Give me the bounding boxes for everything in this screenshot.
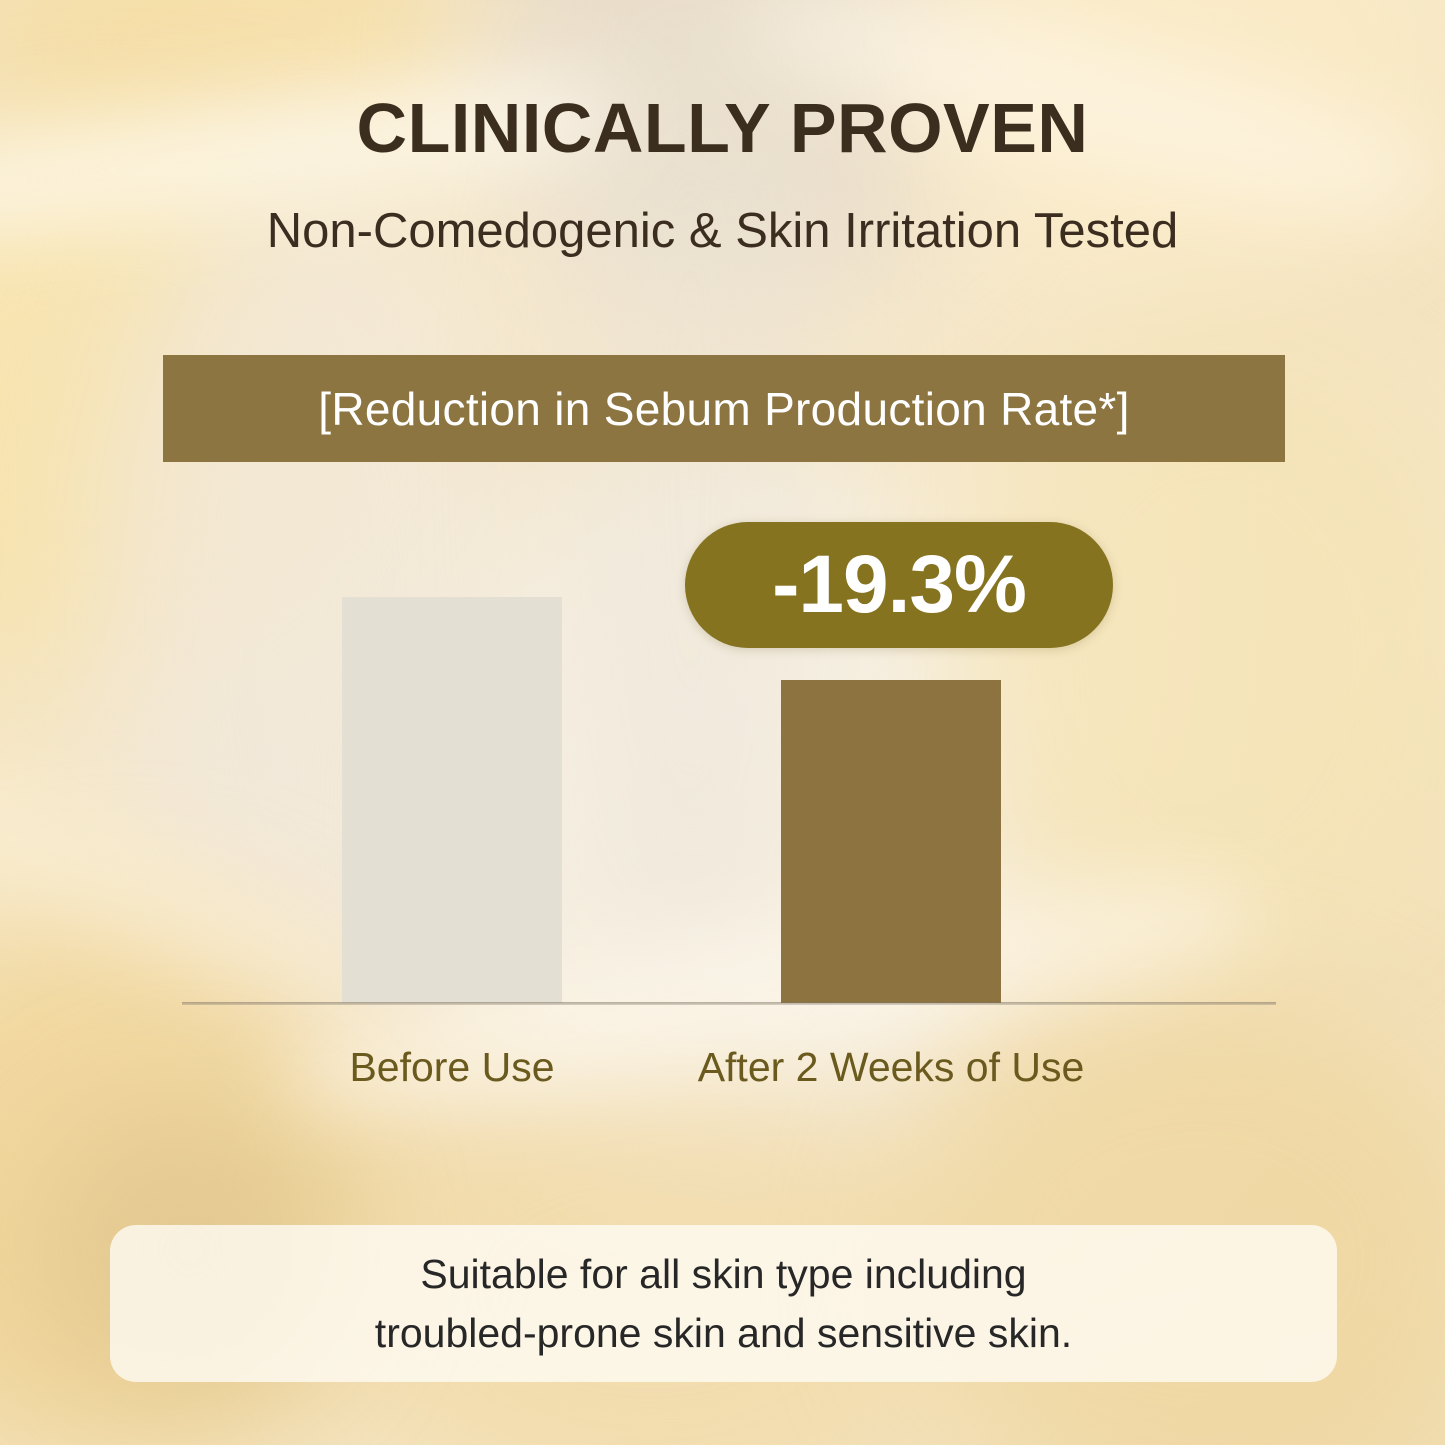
category-label-after: After 2 Weeks of Use xyxy=(697,1044,1085,1090)
background-highlight-streak xyxy=(0,707,397,1033)
footnote-line-2: troubled-prone skin and sensitive skin. xyxy=(374,1309,1073,1356)
status-badge: -19.3% xyxy=(685,522,1113,648)
chart-title-banner: [Reduction in Sebum Production Rate*] xyxy=(163,355,1285,462)
page-title: CLINICALLY PROVEN xyxy=(356,89,1089,167)
reduction-value-text: -19.3% xyxy=(772,539,1027,630)
chart-title-text: [Reduction in Sebum Production Rate*] xyxy=(318,382,1130,435)
footnote-panel: Suitable for all skin type including tro… xyxy=(110,1225,1337,1382)
bar-after-2-weeks xyxy=(781,680,1001,1003)
category-label-before: Before Use xyxy=(349,1044,555,1090)
bar-before-use xyxy=(342,597,562,1003)
footnote-line-1: Suitable for all skin type including xyxy=(420,1251,1027,1298)
page-subtitle: Non-Comedogenic & Skin Irritation Tested xyxy=(266,204,1179,258)
